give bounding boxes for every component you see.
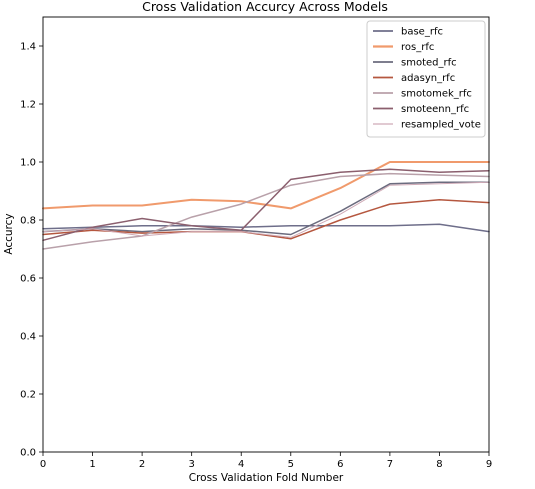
- series-line-smotomek-rfc: [42, 172, 490, 250]
- x-tick-label: 3: [188, 459, 194, 470]
- x-tick-label: 6: [337, 459, 343, 470]
- series-line-smoteenn-rfc: [42, 168, 490, 242]
- y-axis-label: Accurcy: [3, 213, 15, 254]
- y-tick-label: 1.4: [20, 42, 36, 53]
- y-tick-label: 0.2: [20, 390, 36, 401]
- y-axis: 0.0 0.2 0.4 0.6 0.8 1.0 1.2 1.4: [20, 42, 43, 459]
- x-axis-label: Cross Validation Fold Number: [189, 472, 344, 484]
- legend-box: [366, 20, 486, 138]
- legend-label: base_rfc: [401, 27, 443, 38]
- x-tick-label: 9: [486, 459, 492, 470]
- legend-label: resampled_vote: [401, 120, 481, 131]
- y-tick-label: 1.0: [20, 158, 36, 169]
- y-tick-label: 0.0: [20, 448, 36, 459]
- legend-label: smotomek_rfc: [401, 89, 472, 100]
- plot-frame: [42, 16, 490, 453]
- x-tick-label: 5: [288, 459, 294, 470]
- legend-label: smoteenn_rfc: [401, 104, 469, 115]
- y-tick-label: 0.6: [20, 274, 36, 285]
- x-tick-label: 8: [436, 459, 442, 470]
- legend: base_rfc ros_rfc smoted_rfc adasyn_rfcsmoto…: [366, 20, 486, 138]
- x-tick-label: 2: [139, 459, 145, 470]
- x-tick-label: 0: [40, 459, 46, 470]
- x-axis: 0 1 2 3 4 5 6 7 8 9: [40, 452, 492, 470]
- y-tick-label: 0.8: [20, 216, 36, 227]
- x-tick-label: 7: [387, 459, 393, 470]
- series-line-adasyn-rfc: [42, 198, 490, 240]
- legend-label: adasyn_rfc: [401, 73, 455, 84]
- x-tick-label: 4: [238, 459, 244, 470]
- series-line-smoted-rfc: [42, 181, 490, 236]
- y-tick-label: 1.2: [20, 100, 36, 111]
- series-line-resampled-vote: [42, 181, 490, 238]
- y-tick-label: 0.4: [20, 332, 36, 343]
- chart-title: Cross Validation Accurcy Across Models: [142, 0, 388, 14]
- series-layer: [42, 161, 490, 250]
- legend-label: ros_rfc: [401, 42, 434, 53]
- legend-label: smoted_rfc: [401, 58, 457, 69]
- series-line-base-rfc: [42, 223, 490, 233]
- x-tick-label: 1: [89, 459, 95, 470]
